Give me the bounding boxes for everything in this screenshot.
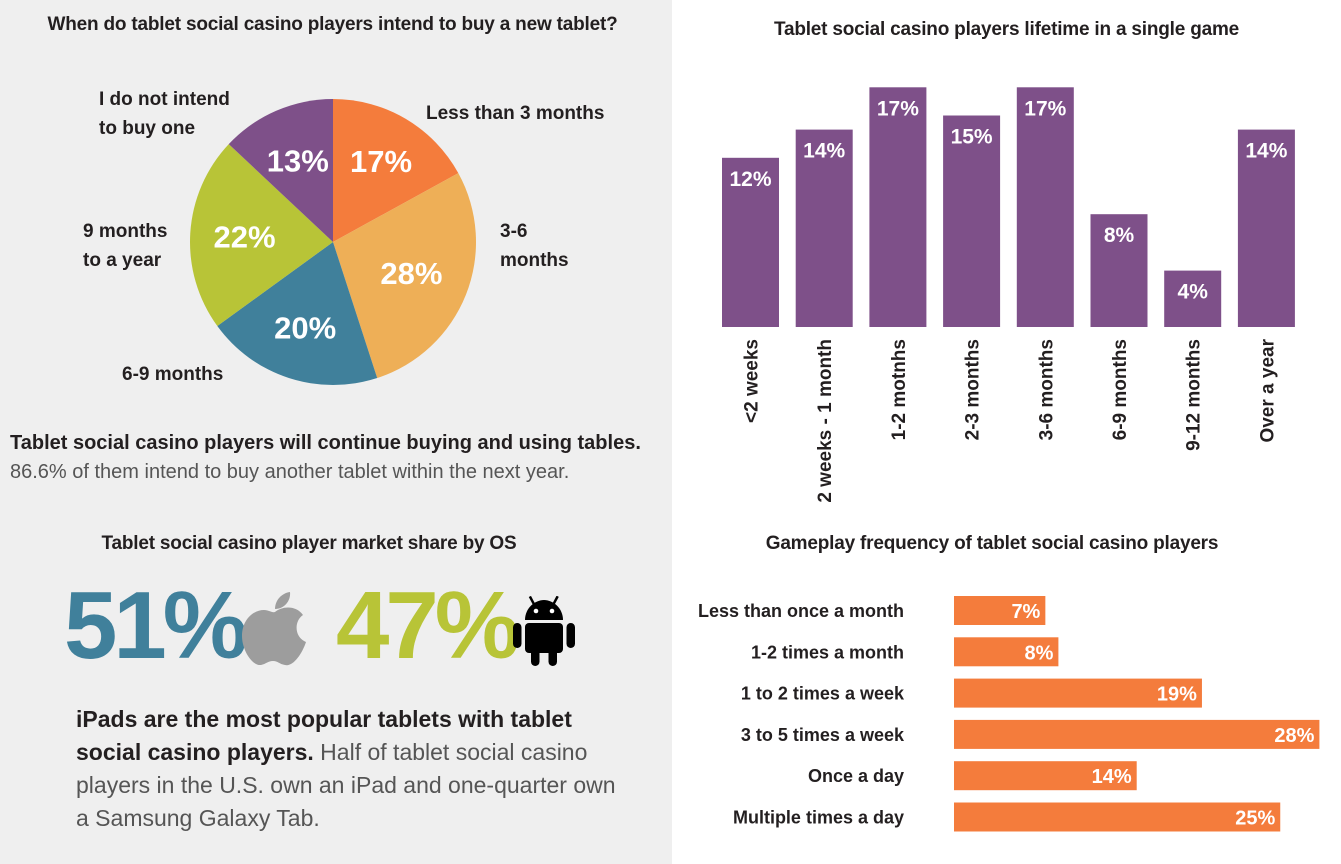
lifetime-bar bbox=[1090, 214, 1148, 327]
pie-label-9-months-to-a-year: 9 months to a year bbox=[83, 221, 168, 271]
frequency-bar bbox=[954, 802, 1281, 832]
lifetime-bar bbox=[1237, 129, 1295, 327]
lifetime-category-label: 6-9 months bbox=[1110, 339, 1131, 440]
frequency-bar bbox=[954, 719, 1320, 749]
lifetime-bar bbox=[943, 115, 1001, 327]
ipad-popularity-bold: iPads are the most popular tablets with … bbox=[76, 706, 572, 765]
lifetime-category-label: 3-6 months bbox=[1036, 339, 1057, 440]
os-share-title: Tablet social casino player market share… bbox=[101, 533, 517, 554]
ios-share-value: 51% bbox=[64, 572, 248, 679]
lifetime-category-label: <2 weeks bbox=[742, 339, 763, 423]
frequency-category-label: Less than once a month bbox=[698, 601, 904, 621]
lifetime-bar-chart: 12% <2 weeks 14% 2 weeks - 1 month 17% 1-2 mo… bbox=[722, 87, 1295, 503]
lifetime-value-label: 17% bbox=[877, 97, 919, 120]
frequency-value-label: 8% bbox=[1024, 642, 1053, 664]
pie-chart: 17% 28% 20% 22% 13% bbox=[190, 99, 476, 385]
pie-value-label: 20% bbox=[274, 311, 336, 346]
lifetime-chart-title: Tablet social casino players lifetime in… bbox=[773, 19, 1240, 40]
lifetime-value-label: 15% bbox=[951, 126, 993, 149]
ipad-popularity-text: iPads are the most popular tablets with … bbox=[76, 703, 616, 835]
frequency-value-label: 25% bbox=[1235, 808, 1275, 830]
pie-value-label: 22% bbox=[213, 219, 275, 254]
frequency-category-label: 1 to 2 times a week bbox=[741, 684, 905, 704]
frequency-bar bbox=[954, 678, 1202, 708]
lifetime-category-label: 2 weeks - 1 month bbox=[815, 339, 836, 503]
lifetime-value-label: 8% bbox=[1104, 224, 1135, 247]
lifetime-value-label: 12% bbox=[729, 168, 771, 191]
lifetime-bar bbox=[1164, 270, 1222, 327]
lifetime-category-label: 1-2 motnhs bbox=[889, 339, 910, 440]
lifetime-bar bbox=[795, 129, 853, 327]
pie-slice bbox=[228, 99, 333, 242]
pie-label-6-9-months: 6-9 months bbox=[122, 364, 224, 385]
lifetime-value-label: 14% bbox=[1245, 140, 1287, 163]
lifetime-category-label: 2-3 months bbox=[963, 339, 984, 440]
frequency-chart-title: Gameplay frequency of tablet social casi… bbox=[765, 533, 1219, 554]
summary-text: Tablet social casino players will contin… bbox=[10, 429, 670, 487]
android-share-value: 47% bbox=[336, 572, 520, 679]
frequency-category-label: Multiple times a day bbox=[733, 808, 904, 828]
pie-value-label: 13% bbox=[267, 144, 329, 179]
frequency-value-label: 14% bbox=[1092, 766, 1132, 788]
frequency-bar bbox=[954, 637, 1059, 667]
frequency-category-label: 3 to 5 times a week bbox=[741, 725, 905, 745]
frequency-category-label: Once a day bbox=[808, 766, 904, 786]
pie-slice bbox=[217, 242, 378, 385]
pie-slice bbox=[190, 144, 333, 327]
lifetime-value-label: 14% bbox=[803, 140, 845, 163]
pie-value-label: 17% bbox=[350, 144, 412, 179]
lifetime-value-label: 17% bbox=[1024, 97, 1066, 120]
frequency-category-label: 1-2 times a month bbox=[751, 642, 904, 662]
pie-label-do-not-intend: I do not intend to buy one bbox=[99, 89, 230, 139]
pie-label-3-6-months: 3-6 months bbox=[500, 221, 569, 271]
frequency-value-label: 19% bbox=[1157, 684, 1197, 706]
frequency-bar bbox=[954, 761, 1137, 791]
lifetime-bar bbox=[869, 87, 927, 327]
lifetime-bar bbox=[1016, 87, 1074, 327]
pie-chart-title: When do tablet social casino players int… bbox=[47, 14, 618, 35]
frequency-bar-chart: 7% Less than once a month 8% 1-2 times a mo… bbox=[698, 596, 1320, 832]
pie-slice bbox=[333, 173, 476, 379]
lifetime-value-label: 4% bbox=[1178, 281, 1209, 304]
frequency-value-label: 28% bbox=[1274, 725, 1314, 747]
pie-slice bbox=[333, 99, 459, 242]
android-icon bbox=[513, 596, 575, 666]
lifetime-category-label: Over a year bbox=[1257, 338, 1278, 442]
lifetime-bar bbox=[722, 157, 779, 327]
frequency-value-label: 7% bbox=[1011, 601, 1040, 623]
pie-value-label: 28% bbox=[380, 256, 442, 291]
summary-bold: Tablet social casino players will contin… bbox=[10, 432, 641, 454]
lifetime-category-label: 9-12 months bbox=[1184, 339, 1205, 451]
frequency-bar bbox=[954, 596, 1046, 625]
pie-label-less-than-3-months: Less than 3 months bbox=[426, 103, 605, 124]
ipad-popularity-rest: Half of tablet social casino players in … bbox=[76, 739, 616, 831]
apple-icon bbox=[242, 592, 306, 666]
summary-rest: 86.6% of them intend to buy another tabl… bbox=[10, 461, 570, 483]
